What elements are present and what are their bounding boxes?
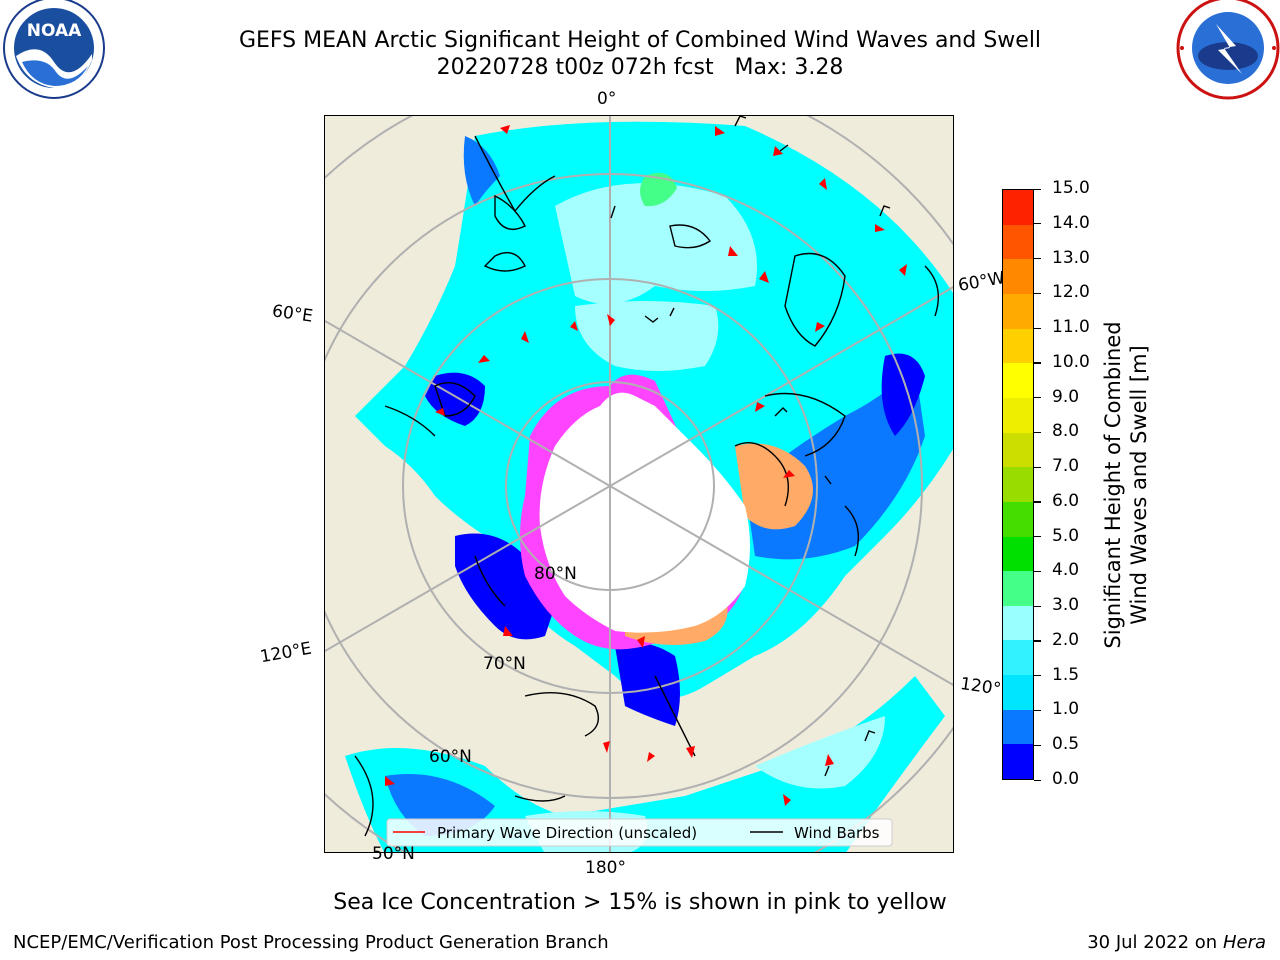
footer-machine: Hera xyxy=(1222,932,1266,953)
footer-credit: NCEP/EMC/Verification Post Processing Pr… xyxy=(13,932,609,953)
coastlines xyxy=(354,135,939,837)
colorbar-tick-mark xyxy=(1034,709,1041,712)
colorbar-segment xyxy=(1003,397,1033,433)
colorbar-tick-label: 5.0 xyxy=(1052,525,1080,546)
colorbar-segment xyxy=(1003,363,1033,398)
wave-direction-arrows xyxy=(385,125,907,806)
colorbar-segment xyxy=(1003,571,1033,606)
parallel-label-50: 50°N xyxy=(372,844,415,864)
colorbar-tick-label: 7.0 xyxy=(1052,456,1080,477)
colorbar-segment xyxy=(1003,294,1033,329)
colorbar-tick-label: 14.0 xyxy=(1052,212,1090,233)
colorbar-tick-label: 1.0 xyxy=(1052,699,1080,720)
colorbar-tick-mark xyxy=(1034,292,1041,294)
colorbar-segment xyxy=(1003,467,1033,502)
graticule xyxy=(325,116,953,852)
colorbar-tick-label: 15.0 xyxy=(1052,178,1090,198)
colorbar-tick-mark xyxy=(1034,466,1041,468)
colorbar xyxy=(1002,189,1034,780)
colorbar-label-line1: Significant Height of Combined xyxy=(1101,321,1125,649)
colorbar-tick-mark xyxy=(1034,536,1041,538)
legend-wave-label: Primary Wave Direction (unscaled) xyxy=(437,824,697,842)
parallel-label-60: 60°N xyxy=(429,747,472,767)
colorbar-tick-label: 4.0 xyxy=(1052,560,1080,581)
parallel-label-80: 80°N xyxy=(534,564,577,584)
colorbar-segment xyxy=(1003,328,1033,364)
colorbar-tick-mark xyxy=(1034,570,1041,573)
colorbar-tick-mark xyxy=(1034,605,1041,607)
noaa-logo: NOAA xyxy=(0,0,110,110)
colorbar-tick-mark xyxy=(1034,362,1041,364)
wind-barbs xyxy=(610,116,891,777)
sea-ice-note: Sea Ice Concentration > 15% is shown in … xyxy=(333,890,947,915)
colorbar-tick-label: 6.0 xyxy=(1052,490,1080,511)
colorbar-tick-mark xyxy=(1034,258,1041,260)
colorbar-segment xyxy=(1003,190,1033,225)
svg-text:NOAA: NOAA xyxy=(27,21,82,41)
colorbar-tick-label: 11.0 xyxy=(1052,317,1090,338)
map-panel: Primary Wave Direction (unscaled) Wind B… xyxy=(324,115,954,853)
colorbar-tick-mark xyxy=(1034,501,1041,503)
colorbar-segment xyxy=(1003,259,1033,295)
colorbar-tick-mark xyxy=(1034,188,1041,190)
map-legend: Primary Wave Direction (unscaled) Wind B… xyxy=(386,818,893,847)
colorbar-tick-label: 12.0 xyxy=(1052,282,1090,303)
colorbar-tick-mark xyxy=(1034,223,1041,225)
colorbar-tick-label: 13.0 xyxy=(1052,247,1090,268)
colorbar-tick-label: 1.5 xyxy=(1052,664,1080,685)
colorbar-segment xyxy=(1003,744,1033,779)
colorbar-segment xyxy=(1003,675,1033,710)
colorbar-tick-label: 9.0 xyxy=(1052,386,1080,407)
colorbar-tick-mark xyxy=(1034,327,1041,329)
legend-barb-label: Wind Barbs xyxy=(794,824,880,842)
colorbar-segment xyxy=(1003,536,1033,572)
chart-subtitle: 20220728 t00z 072h fcst Max: 3.28 xyxy=(436,55,844,80)
colorbar-tick-mark xyxy=(1034,640,1041,642)
meridian-label-180: 180° xyxy=(585,858,626,878)
chart-title: GEFS MEAN Arctic Significant Height of C… xyxy=(238,28,1042,53)
colorbar-segment xyxy=(1003,605,1033,641)
colorbar-tick-mark xyxy=(1034,779,1041,781)
colorbar-segment xyxy=(1003,709,1033,745)
parallel-label-70: 70°N xyxy=(483,654,526,674)
pole-hole xyxy=(539,392,750,633)
meridian-label-0: 0° xyxy=(597,89,617,109)
colorbar-segment xyxy=(1003,224,1033,260)
meridian-label-120e: 120°E xyxy=(258,638,314,668)
colorbar-tick-label: 3.0 xyxy=(1052,595,1080,616)
colorbar-tick-mark xyxy=(1034,431,1041,434)
colorbar-tick-label: 0.0 xyxy=(1052,769,1080,789)
colorbar-tick-mark xyxy=(1034,397,1041,399)
map-svg: Primary Wave Direction (unscaled) Wind B… xyxy=(325,116,953,852)
colorbar-tick-label: 0.5 xyxy=(1052,734,1080,755)
footer-date-text: 30 Jul 2022 on xyxy=(1087,932,1223,953)
colorbar-segment xyxy=(1003,640,1033,676)
meridian-label-60w: 60°W xyxy=(956,268,1007,296)
colorbar-tick-label: 10.0 xyxy=(1052,351,1090,372)
nws-logo xyxy=(1170,0,1280,110)
footer-date: 30 Jul 2022 on Hera xyxy=(1087,932,1266,953)
colorbar-label-line2: Wind Waves and Swell [m] xyxy=(1127,345,1151,625)
colorbar-tick-label: 8.0 xyxy=(1052,421,1080,442)
colorbar-segment xyxy=(1003,432,1033,468)
colorbar-tick-mark xyxy=(1034,675,1041,677)
colorbar-segment xyxy=(1003,501,1033,537)
colorbar-tick-mark xyxy=(1034,744,1041,746)
meridian-label-60e: 60°E xyxy=(270,301,315,327)
colorbar-tick-label: 2.0 xyxy=(1052,629,1080,650)
